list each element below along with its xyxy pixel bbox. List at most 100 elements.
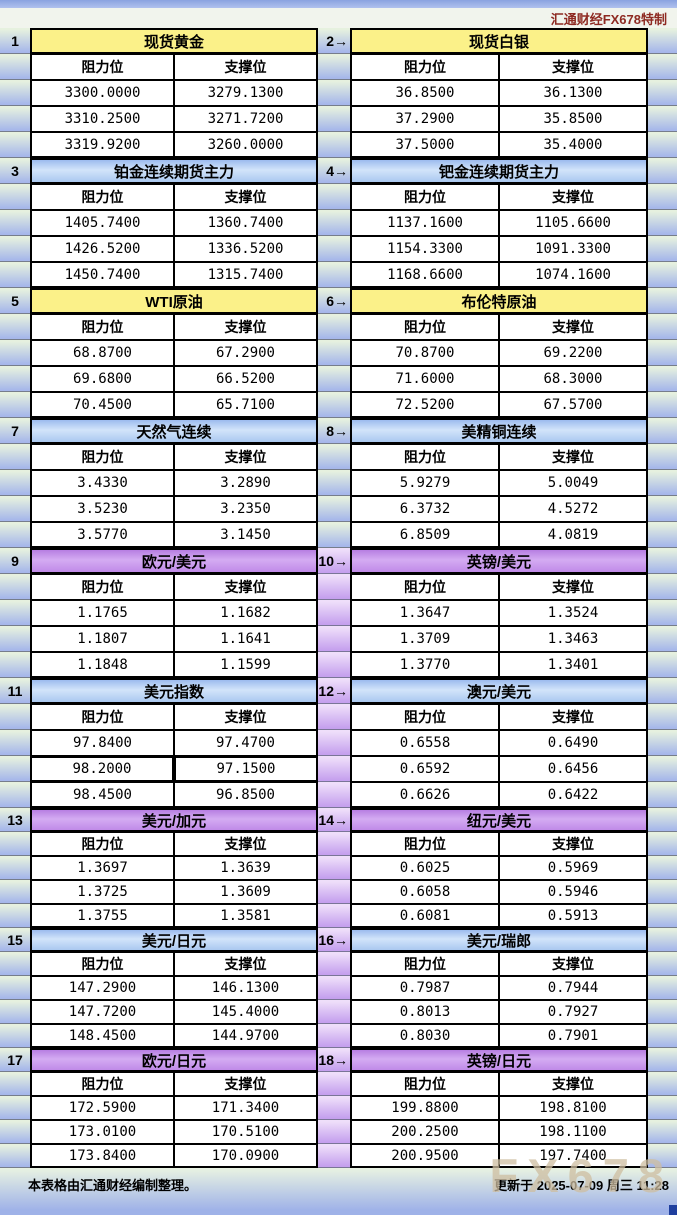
block-number: 10→: [318, 548, 350, 574]
support-header: 支撑位: [174, 184, 318, 210]
support-header: 支撑位: [499, 54, 648, 80]
resistance-header: 阻力位: [350, 184, 499, 210]
resistance-value: 1168.6600: [350, 262, 499, 288]
row-stripe: [648, 1024, 677, 1048]
row-stripe: [648, 54, 677, 80]
row-stripe: [0, 1072, 30, 1096]
resistance-value: 69.6800: [30, 366, 174, 392]
resistance-value: 147.7200: [30, 1000, 174, 1024]
row-stripe: [648, 314, 677, 340]
support-header: 支撑位: [174, 704, 318, 730]
support-value: 35.4000: [499, 132, 648, 158]
block-title: 美元指数: [30, 678, 318, 704]
row-stripe: [648, 418, 677, 444]
support-value: 145.4000: [174, 1000, 318, 1024]
row-stripe: [318, 1024, 350, 1048]
support-value: 0.6456: [499, 756, 648, 782]
row-stripe: [318, 522, 350, 548]
row-stripe: [318, 184, 350, 210]
resistance-value: 1.3709: [350, 626, 499, 652]
resistance-value: 173.8400: [30, 1144, 174, 1168]
block-title: 美元/日元: [30, 928, 318, 952]
resistance-value: 97.8400: [30, 730, 174, 756]
support-header: 支撑位: [174, 444, 318, 470]
row-stripe: [648, 1144, 677, 1168]
row-stripe: [318, 832, 350, 856]
row-stripe: [0, 340, 30, 366]
row-stripe: [318, 106, 350, 132]
row-stripe: [0, 80, 30, 106]
row-stripe: [648, 730, 677, 756]
row-stripe: [318, 1120, 350, 1144]
resistance-value: 200.2500: [350, 1120, 499, 1144]
block-title: 美元/加元: [30, 808, 318, 832]
support-value: 4.0819: [499, 522, 648, 548]
block-number: 13: [0, 808, 30, 832]
row-stripe: [318, 236, 350, 262]
resistance-value: 1.3697: [30, 856, 174, 880]
block-number: 17: [0, 1048, 30, 1072]
block-number: 5: [0, 288, 30, 314]
resistance-value: 1.1807: [30, 626, 174, 652]
row-stripe: [0, 730, 30, 756]
resistance-header: 阻力位: [30, 704, 174, 730]
row-stripe: [0, 392, 30, 418]
row-stripe: [318, 1144, 350, 1168]
resistance-value: 0.6592: [350, 756, 499, 782]
support-value: 0.7901: [499, 1024, 648, 1048]
support-value: 1.1682: [174, 600, 318, 626]
row-stripe: [318, 652, 350, 678]
row-stripe: [648, 522, 677, 548]
row-stripe: [318, 80, 350, 106]
row-stripe: [0, 470, 30, 496]
resistance-header: 阻力位: [30, 1072, 174, 1096]
row-stripe: [318, 1000, 350, 1024]
block-number: 2→: [318, 28, 350, 54]
block-number: 14→: [318, 808, 350, 832]
support-value: 1336.5200: [174, 236, 318, 262]
block-title: 英镑/日元: [350, 1048, 648, 1072]
resistance-value: 98.2000: [30, 756, 174, 782]
support-value: 4.5272: [499, 496, 648, 522]
row-stripe: [648, 678, 677, 704]
row-stripe: [318, 470, 350, 496]
resistance-value: 5.9279: [350, 470, 499, 496]
row-stripe: [318, 496, 350, 522]
resistance-header: 阻力位: [350, 832, 499, 856]
row-stripe: [318, 976, 350, 1000]
row-stripe: [648, 262, 677, 288]
block-number: 9: [0, 548, 30, 574]
block-title: 英镑/美元: [350, 548, 648, 574]
support-header: 支撑位: [174, 574, 318, 600]
support-header: 支撑位: [499, 832, 648, 856]
resistance-header: 阻力位: [350, 952, 499, 976]
support-header: 支撑位: [499, 444, 648, 470]
block-number: 6→: [318, 288, 350, 314]
row-stripe: [648, 856, 677, 880]
row-stripe: [648, 1072, 677, 1096]
row-stripe: [318, 574, 350, 600]
support-value: 170.0900: [174, 1144, 318, 1168]
support-value: 96.8500: [174, 782, 318, 808]
row-stripe: [648, 904, 677, 928]
row-stripe: [648, 236, 677, 262]
resistance-value: 1.1765: [30, 600, 174, 626]
support-value: 1091.3300: [499, 236, 648, 262]
row-stripe: [0, 314, 30, 340]
resistance-header: 阻力位: [350, 54, 499, 80]
support-value: 5.0049: [499, 470, 648, 496]
row-stripe: [648, 366, 677, 392]
support-value: 0.5946: [499, 880, 648, 904]
resistance-value: 1137.1600: [350, 210, 499, 236]
row-stripe: [318, 132, 350, 158]
support-value: 65.7100: [174, 392, 318, 418]
support-value: 0.6490: [499, 730, 648, 756]
resistance-value: 37.5000: [350, 132, 499, 158]
row-stripe: [0, 210, 30, 236]
support-value: 66.5200: [174, 366, 318, 392]
support-value: 67.5700: [499, 392, 648, 418]
support-value: 0.5913: [499, 904, 648, 928]
resistance-header: 阻力位: [30, 314, 174, 340]
row-stripe: [648, 652, 677, 678]
block-number: 1: [0, 28, 30, 54]
